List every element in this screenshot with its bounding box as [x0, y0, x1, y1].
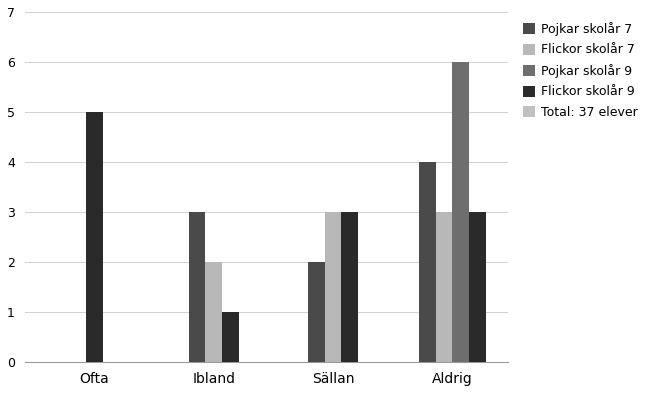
Bar	[308, 262, 324, 362]
Bar	[469, 212, 486, 362]
Bar	[435, 212, 452, 362]
Bar	[222, 312, 239, 362]
Bar	[189, 212, 205, 362]
Bar	[419, 162, 435, 362]
Bar	[452, 62, 469, 362]
Bar	[341, 212, 358, 362]
Bar	[86, 112, 103, 362]
Bar	[205, 262, 222, 362]
Bar	[324, 212, 341, 362]
Legend: Pojkar skolår 7, Flickor skolår 7, Pojkar skolår 9, Flickor skolår 9, Total: 37 : Pojkar skolår 7, Flickor skolår 7, Pojka…	[519, 18, 642, 123]
